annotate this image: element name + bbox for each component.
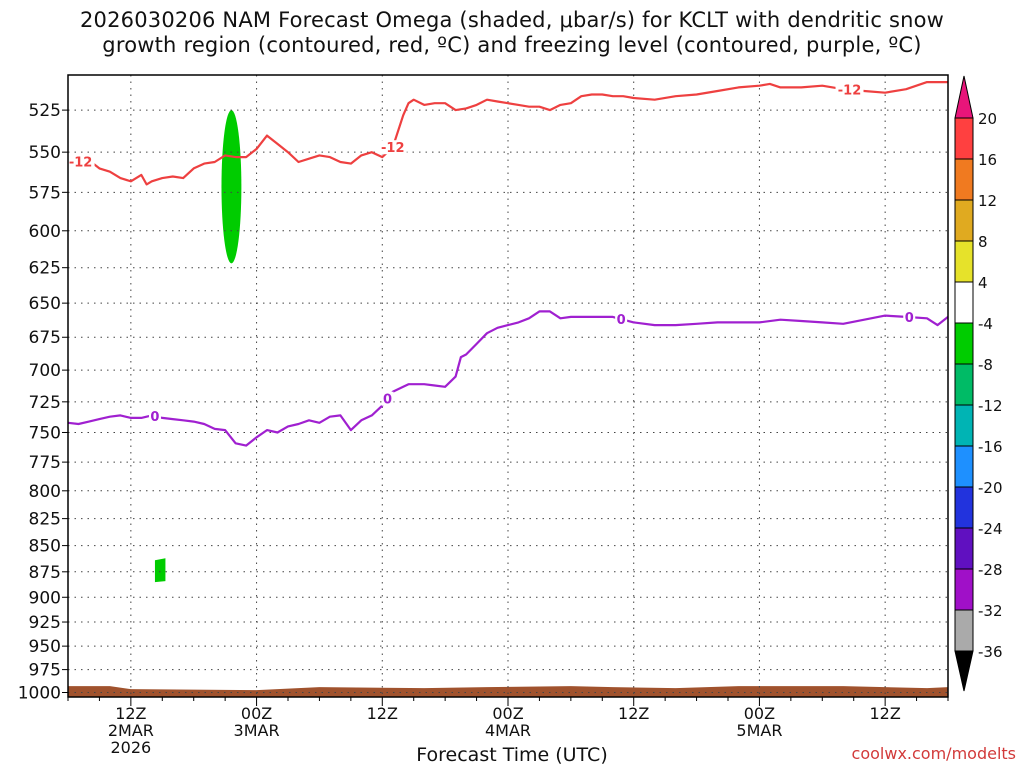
colorbar-label: 16	[978, 151, 997, 169]
credit-text: coolwx.com/modelts	[851, 744, 1016, 763]
colorbar-label: 4	[978, 274, 988, 292]
y-tick-label: 525	[29, 101, 61, 121]
contour-label-0-1: -12	[381, 141, 405, 156]
x-tick-label: 12Z	[618, 704, 649, 723]
colorbar-bin	[954, 281, 974, 324]
y-tick-label: 625	[29, 259, 61, 279]
colorbar-bin	[954, 486, 974, 529]
contour-label-0-2: -12	[838, 84, 862, 99]
y-tick-label: 725	[29, 393, 61, 413]
contour-label-1-0: 0	[150, 410, 159, 425]
y-tick-label: 675	[29, 328, 61, 348]
colorbar-bin	[954, 158, 974, 201]
contour-label-1-3: 0	[905, 311, 914, 326]
y-tick-label: 750	[29, 423, 61, 443]
colorbar-bottom-arrow	[954, 650, 974, 692]
y-tick-label: 1000	[18, 683, 61, 703]
colorbar-bin	[954, 527, 974, 570]
colorbar-top-arrow	[954, 75, 974, 119]
y-tick-label: 875	[29, 563, 61, 583]
terrain-fill	[68, 686, 948, 697]
y-tick-label: 700	[29, 361, 61, 381]
contour-label-bg	[903, 310, 916, 325]
colorbar: 20 16 12 8 4 -4 -8 -12 -16 -20 -24 -28 -32 -36	[954, 75, 1003, 692]
colorbar-label: 20	[978, 110, 997, 128]
omega-shading	[68, 110, 948, 697]
y-tick-label: 925	[29, 613, 61, 633]
colorbar-label: -36	[978, 643, 1003, 661]
colorbar-bin	[954, 240, 974, 283]
x-tick-label: 00Z	[492, 704, 523, 723]
contour-line-0	[67, 81, 948, 186]
contour-label-bg	[615, 312, 628, 327]
contour-label-bg	[378, 140, 407, 155]
y-tick-label: 825	[29, 510, 61, 530]
x-tick-label: 12Z	[367, 704, 398, 723]
chart-title-line-2: growth region (contoured, red, ºC) and f…	[102, 33, 922, 57]
y-tick-label: 950	[29, 637, 61, 657]
y-tick-label: 900	[29, 588, 61, 608]
colorbar-label: -28	[978, 561, 1003, 579]
contour-label-bg	[835, 82, 864, 97]
x-tick-label: 3MAR	[234, 721, 280, 740]
plot-frame	[67, 74, 949, 698]
y-tick-label: 800	[29, 482, 61, 502]
omega-blob-upper	[221, 110, 242, 264]
contour-label-0-0: -12	[69, 156, 93, 171]
colorbar-label: -4	[978, 315, 993, 333]
chart-title-line-1: 2026030206 NAM Forecast Omega (shaded, μ…	[79, 8, 945, 32]
y-tick-label: 575	[29, 183, 61, 203]
contour-line-1	[67, 310, 949, 447]
omega-patch-lower	[154, 558, 166, 583]
colorbar-label: -20	[978, 479, 1003, 497]
y-tick-label: 975	[29, 661, 61, 681]
x-tick-label: 12Z	[115, 704, 146, 723]
colorbar-label: -12	[978, 397, 1003, 415]
x-tick-label: 5MAR	[736, 721, 782, 740]
colorbar-label: -32	[978, 602, 1003, 620]
contour-label-1-2: 0	[617, 313, 626, 328]
grid	[68, 75, 948, 697]
x-tick-label: 00Z	[241, 704, 272, 723]
plot-border	[67, 74, 949, 698]
colorbar-bin	[954, 363, 974, 406]
y-tick-label: 600	[29, 222, 61, 242]
colorbar-label: -8	[978, 356, 993, 374]
x-tick-label: 00Z	[744, 704, 775, 723]
colorbar-bin	[954, 117, 974, 160]
colorbar-label: 12	[978, 192, 997, 210]
colorbar-label: -16	[978, 438, 1003, 456]
colorbar-bin	[954, 404, 974, 447]
x-axis-title: Forecast Time (UTC)	[416, 744, 608, 766]
contour-label-bg	[66, 154, 95, 169]
contour-lines: -12 -12 -12 0 0 0 0	[66, 81, 949, 447]
y-tick-label: 650	[29, 294, 61, 314]
colorbar-bin	[954, 199, 974, 242]
x-tick-label: 4MAR	[485, 721, 531, 740]
contour-label-1-1: 0	[383, 393, 392, 408]
colorbar-bin	[954, 609, 974, 652]
colorbar-label: -24	[978, 520, 1003, 538]
colorbar-bin	[954, 568, 974, 611]
y-tick-label: 550	[29, 143, 61, 163]
contour-label-bg	[381, 391, 394, 406]
contour-label-bg	[148, 409, 161, 424]
colorbar-label: 8	[978, 233, 988, 251]
y-tick-label: 850	[29, 537, 61, 557]
colorbar-bin	[954, 445, 974, 488]
x-tick-label: 2MAR	[108, 721, 154, 740]
pressure-axis: 525 550 575 600 625 650 675 700 725 750 775 800 825 8…	[18, 101, 68, 703]
x-tick-label: 2026	[110, 738, 151, 757]
colorbar-bin	[954, 322, 974, 365]
x-tick-label: 12Z	[869, 704, 900, 723]
y-tick-label: 775	[29, 453, 61, 473]
